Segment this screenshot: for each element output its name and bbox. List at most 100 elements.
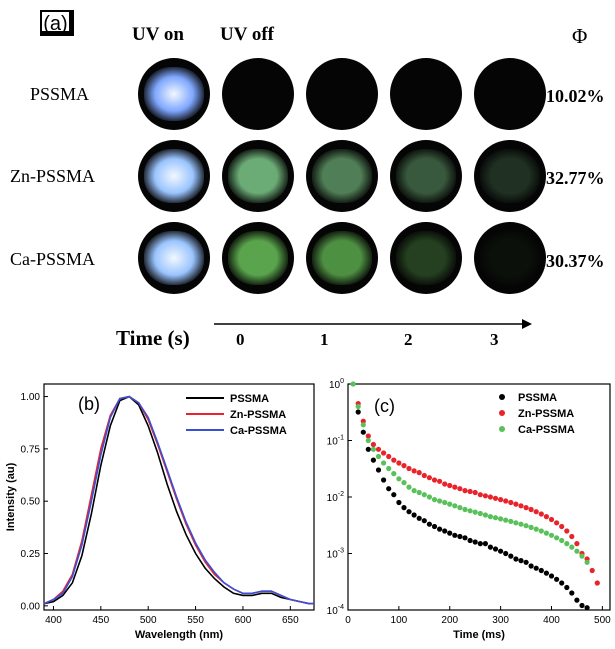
quantum-yield-ca-pssma: 30.37% (546, 251, 605, 271)
y-tick-exponent: -3 (338, 548, 344, 555)
data-point (492, 546, 499, 552)
data-point (498, 516, 504, 522)
data-point (350, 381, 356, 387)
data-point (584, 559, 590, 565)
data-point (528, 506, 534, 513)
data-point (472, 489, 478, 496)
data-point (370, 441, 376, 448)
y-tick-label: 10-2 (327, 491, 344, 504)
y-tick-label: 0.25 (21, 549, 41, 560)
data-point (579, 553, 585, 559)
sample-disk-pssma-1 (222, 58, 294, 130)
sample-disk-zn-pssma-0 (138, 140, 210, 212)
data-point (442, 499, 448, 506)
data-point (411, 512, 417, 518)
data-point (513, 501, 519, 507)
data-point (569, 590, 575, 596)
data-point (508, 553, 514, 559)
data-point (559, 537, 565, 544)
x-axis-label: Time (ms) (453, 629, 505, 641)
data-point (513, 520, 519, 526)
data-point (447, 501, 453, 507)
time-tick-2: 2 (404, 330, 413, 349)
time-axis-label: Time (s) (116, 326, 190, 350)
y-tick-label: 10-4 (327, 604, 344, 617)
data-point (360, 429, 366, 435)
series-points-ca-pssma (350, 381, 590, 565)
data-point (421, 518, 427, 524)
x-tick-label: 500 (594, 615, 611, 626)
data-point (431, 523, 438, 530)
data-point (523, 505, 529, 511)
y-tick-base: 10 (327, 437, 339, 448)
data-point (396, 476, 402, 482)
data-point (518, 558, 524, 564)
data-point (569, 544, 575, 550)
data-point (523, 523, 529, 529)
data-point (355, 409, 361, 415)
data-point (594, 580, 600, 586)
data-point (579, 602, 585, 609)
time-axis (214, 319, 532, 329)
data-point (482, 493, 488, 499)
data-point (548, 532, 555, 538)
data-point (523, 559, 529, 565)
data-point (564, 584, 570, 591)
data-point (487, 544, 493, 550)
plot-frame (43, 383, 315, 611)
data-point (360, 418, 366, 424)
data-point (391, 492, 397, 498)
data-point (533, 509, 539, 515)
y-tick-label: 0.00 (21, 601, 41, 612)
data-point (498, 548, 504, 554)
data-point (492, 495, 499, 501)
y-tick-label: 10-3 (327, 548, 344, 561)
quantum-yield-pssma: 10.02% (546, 86, 605, 106)
sample-disk-ca-pssma-2 (306, 222, 378, 294)
data-point (375, 446, 382, 452)
data-point (528, 524, 534, 530)
legend-marker-pssma (499, 394, 505, 400)
data-point (554, 520, 560, 526)
data-point (426, 494, 432, 500)
y-axis-label: Intensity (au) (5, 462, 17, 531)
data-point (421, 492, 427, 498)
sample-disk-pssma-0 (138, 58, 210, 130)
data-point (416, 489, 422, 496)
data-point (386, 486, 392, 492)
y-tick-base: 10 (327, 493, 339, 504)
data-point (543, 530, 549, 536)
legend-label-pssma: PSSMA (518, 392, 557, 404)
data-point (457, 533, 463, 540)
data-point (396, 460, 402, 466)
data-point (569, 533, 575, 540)
data-point (538, 567, 544, 574)
chart-b-emission-spectra: 400 450 500 550 600 650 0.00 0.25 0.50 0.75 1.00 Wa… (5, 383, 315, 641)
data-point (365, 437, 371, 444)
luminescence-glow (311, 230, 373, 286)
chart-c-afterglow-decay: 0 100 200 300 400 50010010-110-210-310-4Time … (327, 378, 612, 641)
data-point (467, 488, 473, 495)
data-point (477, 492, 483, 498)
luminescence-glow (143, 148, 205, 204)
legend-label-ca-pssma: Ca-PSSMA (518, 424, 575, 436)
y-tick-base: 10 (327, 606, 339, 617)
data-point (518, 503, 524, 509)
data-point (370, 457, 376, 463)
data-point (401, 480, 407, 486)
row-label-ca-pssma: Ca-PSSMA (10, 249, 96, 269)
luminescence-glow (227, 230, 289, 286)
y-tick-label: 1.00 (21, 392, 41, 403)
data-point (589, 567, 595, 574)
data-point (442, 528, 448, 534)
data-point (548, 516, 555, 523)
data-point (437, 478, 443, 484)
data-point (559, 580, 565, 586)
data-point (482, 512, 488, 518)
data-point (386, 465, 392, 472)
data-point (543, 570, 549, 576)
data-point (416, 470, 422, 476)
data-point (554, 535, 560, 541)
quantum-yield-header: Φ (572, 24, 588, 48)
data-point (431, 477, 438, 483)
